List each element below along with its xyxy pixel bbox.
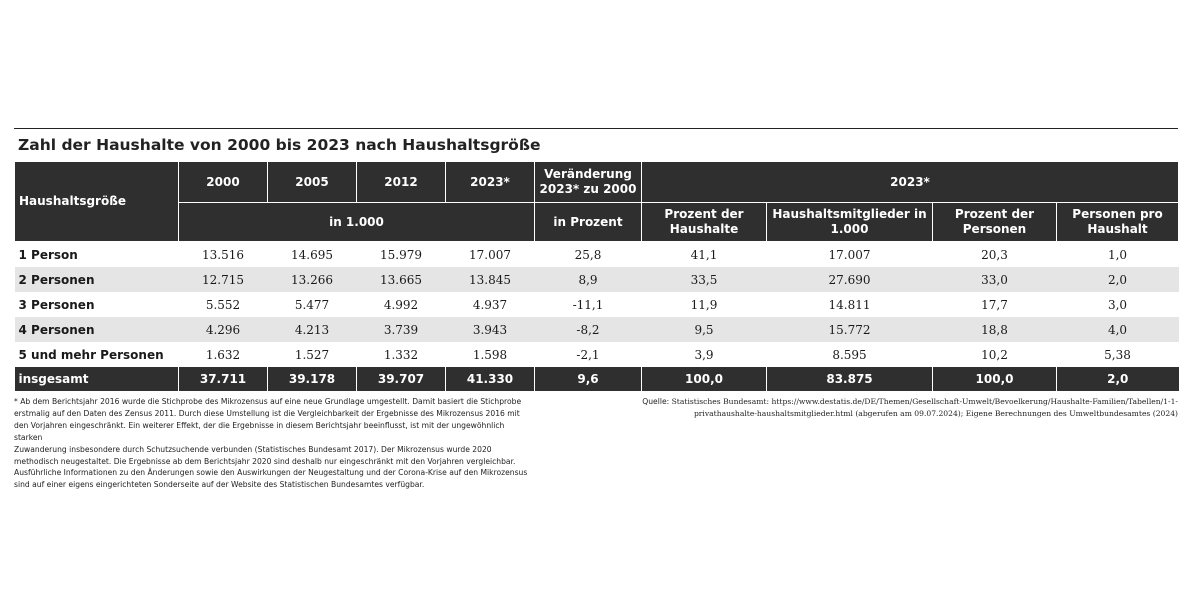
table-cell: 5.552 [205,297,241,312]
footnote-line: methodisch neugestaltet. Die Ergebnisse … [14,456,516,466]
table-cell: 5.477 [294,297,330,312]
total-cell: 37.711 [178,367,268,391]
table-cell: 27.690 [766,267,933,292]
header-year: 2000 [178,161,268,203]
table-cell: 14.811 [828,297,871,312]
footnote-line: erstmalig auf den Daten des Zensus 2011.… [14,408,520,418]
table-cell: -11,1 [572,297,604,312]
header-sub-col: Prozent der Haushalte [641,202,767,242]
table-cell: 18,8 [932,317,1057,342]
table-cell: 14.695 [291,247,333,262]
total-label: insgesamt [14,367,179,391]
total-cell: 9,6 [534,367,642,391]
header-unit-percent: in Prozent [534,202,642,242]
header-change: Veränderung 2023* zu 2000 [534,161,642,203]
table-cell: 41,1 [690,247,718,262]
table-cell: 33,0 [932,267,1057,292]
table-cell: 12.715 [178,267,268,292]
table-cell: 17.007 [828,247,871,262]
total-cell: 41.330 [445,367,535,391]
header-household-size: Haushaltsgröße [14,161,179,242]
header-year: 2005 [267,161,357,203]
table-cell: 17.007 [469,247,511,262]
footnote-line: * Ab dem Berichtsjahr 2016 wurde die Sti… [14,397,522,406]
header-unit-thousands: in 1.000 [178,202,535,242]
table-cell: 3,9 [694,347,714,362]
table-cell: 1.598 [472,347,508,362]
header-sub-col: Personen pro Haushalt [1056,202,1179,242]
table-body: 1 Person 13.516 14.695 15.979 17.007 25,8 41,1… [14,242,1179,391]
row-label: 1 Person [18,247,78,262]
table-cell: 13.516 [202,247,244,262]
table-cell: -2,1 [576,347,600,362]
table-cell: 1.632 [205,347,241,362]
row-label: 3 Personen [18,297,95,312]
table-cell: 3,0 [1107,297,1128,312]
table-cell: 13.665 [356,267,446,292]
table-cell: 1.527 [294,347,330,362]
table-cell: 5,38 [1104,347,1131,362]
table-cell: 1,0 [1107,247,1128,262]
header-year: 2023* [445,161,535,203]
source-text: privathaushalte-haushaltsmitglieder.html… [693,408,1178,418]
table-row: 3 Personen 5.552 5.477 4.992 4.937 -11,1 11,9 1… [15,292,1179,317]
table-cell: 9,5 [641,317,767,342]
table-cell: 4.992 [383,297,419,312]
table-cell: 33,5 [641,267,767,292]
table-cell: 3.739 [356,317,446,342]
source-note: Quelle: Statistisches Bundesamt: https:/… [638,396,1178,420]
total-cell: 39.178 [267,367,357,391]
table-cell: 2,0 [1056,267,1179,292]
table-cell: 20,3 [981,247,1008,262]
table-cell: 1.332 [383,347,419,362]
row-label: 4 Personen [14,317,179,342]
header-sub-col: Prozent der Personen [932,202,1057,242]
row-label: 2 Personen [14,267,179,292]
footnote-line: sind auf einer eigens eingerichteten Son… [14,480,425,490]
total-cell: 100,0 [641,367,767,391]
table-cell: 4,0 [1056,317,1179,342]
household-table: Haushaltsgröße 2000 2005 2012 2023* Verä… [14,161,1179,391]
table-figure: Zahl der Haushalte von 2000 bis 2023 nac… [14,128,1179,391]
table-cell: 4.937 [472,297,508,312]
table-cell: 25,8 [574,247,602,262]
table-cell: -8,2 [534,317,642,342]
table-cell: 13.266 [267,267,357,292]
table-row: 4 Personen 4.296 4.213 3.739 3.943 -8,2 9,5 15.… [14,317,1179,342]
table-cell: 17,7 [981,297,1008,312]
table-cell: 15.772 [766,317,933,342]
top-rule [14,128,1178,129]
table-cell: 11,9 [690,297,718,312]
total-row: insgesamt 37.711 39.178 39.707 41.330 9,6 100,… [14,367,1179,391]
total-cell: 39.707 [356,367,446,391]
source-label: Quelle: [642,397,670,406]
table-cell: 8.595 [832,347,867,362]
total-cell: 83.875 [766,367,933,391]
footnote-line: Ausführliche Informationen zu den Änderu… [14,468,528,478]
table-cell: 15.979 [380,247,422,262]
header-sub-col: Haushaltsmitglieder in 1.000 [766,202,933,242]
table-cell: 3.943 [445,317,535,342]
footnote: * Ab dem Berichtsjahr 2016 wurde die Sti… [14,396,534,491]
total-cell: 2,0 [1056,367,1179,391]
source-line: privathaushalte-haushaltsmitglieder.html… [638,408,1178,420]
figure-title: Zahl der Haushalte von 2000 bis 2023 nac… [18,136,541,154]
source-line: Quelle: Statistisches Bundesamt: https:/… [638,396,1178,408]
source-text: Statistisches Bundesamt: https://www.des… [671,397,1178,406]
table-row: 1 Person 13.516 14.695 15.979 17.007 25,8 41,1… [15,242,1179,268]
table-cell: 8,9 [534,267,642,292]
header-year: 2012 [356,161,446,203]
table-cell: 4.213 [267,317,357,342]
table-cell: 13.845 [445,267,535,292]
table-row: 2 Personen 12.715 13.266 13.665 13.845 8,9 33,… [14,267,1179,292]
total-cell: 100,0 [932,367,1057,391]
table-cell: 4.296 [178,317,268,342]
header-2023: 2023* [641,161,1179,203]
footnote-line: den Vorjahren eingeschränkt. Ein weitere… [14,420,505,442]
row-label: 5 und mehr Personen [18,347,164,362]
table-row: 5 und mehr Personen 1.632 1.527 1.332 1.598 -… [15,342,1179,367]
footnote-line: Zuwanderung insbesondere durch Schutzsuc… [14,444,492,454]
table-cell: 10,2 [981,347,1008,362]
